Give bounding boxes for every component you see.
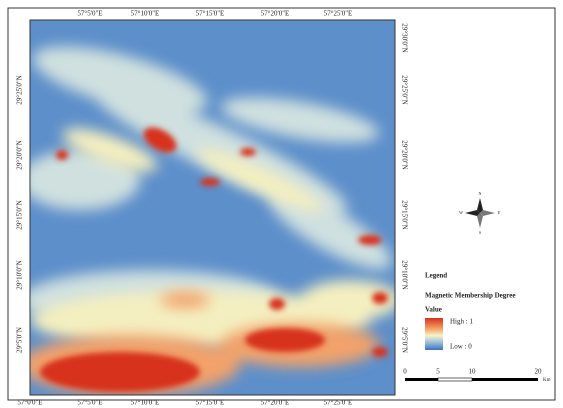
bottom-coord-label: 57°15'0"E	[196, 399, 225, 407]
right-coord-label: 29°10'0"N	[400, 260, 408, 289]
top-coord-label: 57°25'0"E	[324, 10, 353, 18]
left-coord-label: 29°15'0"N	[16, 200, 24, 229]
right-coord-label: 29°25'0"N	[400, 75, 408, 104]
legend-low: Low : 0	[450, 343, 472, 351]
top-coord-label: 57°15'0"E	[196, 10, 225, 18]
bottom-coord-label: 57°5'0"E	[77, 399, 102, 407]
right-coord-label: 29°5'0"N	[400, 327, 408, 353]
scale-bar	[405, 377, 538, 382]
map-frame	[29, 19, 396, 396]
compass-letter: W	[459, 210, 463, 215]
scale-unit: Km	[543, 378, 551, 383]
bottom-coord-label: 57°20'0"E	[261, 399, 290, 407]
page-border	[7, 7, 556, 401]
scale-label: 0	[403, 368, 407, 376]
left-coord-label: 29°25'0"N	[16, 75, 24, 104]
compass-rose	[465, 198, 495, 228]
right-coord-label: 29°30'0"N	[400, 23, 408, 52]
scale-label: 10	[469, 368, 477, 376]
legend-ramp	[425, 318, 443, 350]
legend-high: High : 1	[450, 318, 473, 326]
left-coord-label: 29°5'0"N	[16, 327, 24, 353]
right-coord-label: 29°20'0"N	[400, 140, 408, 169]
legend-field: Value	[425, 306, 442, 314]
top-coord-label: 57°5'0"E	[77, 10, 102, 18]
legend-title: Legend	[425, 272, 447, 280]
legend-layer: Magnetic Membership Degree	[425, 292, 515, 300]
bottom-coord-label: 57°10'0"E	[131, 399, 160, 407]
scale-label: 20	[535, 368, 543, 376]
top-coord-label: 57°20'0"E	[261, 10, 290, 18]
bottom-coord-label: 57°25'0"E	[324, 399, 353, 407]
bottom-coord-label: 57°0'0"E	[17, 399, 42, 407]
compass-letter: N	[479, 191, 482, 196]
left-coord-label: 29°10'0"N	[16, 260, 24, 289]
right-coord-label: 29°15'0"N	[400, 200, 408, 229]
compass-letter: S	[479, 230, 481, 235]
raster	[30, 20, 395, 395]
top-coord-label: 57°10'0"E	[131, 10, 160, 18]
scale-label: 5	[436, 368, 440, 376]
left-coord-label: 29°20'0"N	[16, 140, 24, 169]
compass-letter: E	[498, 210, 501, 215]
